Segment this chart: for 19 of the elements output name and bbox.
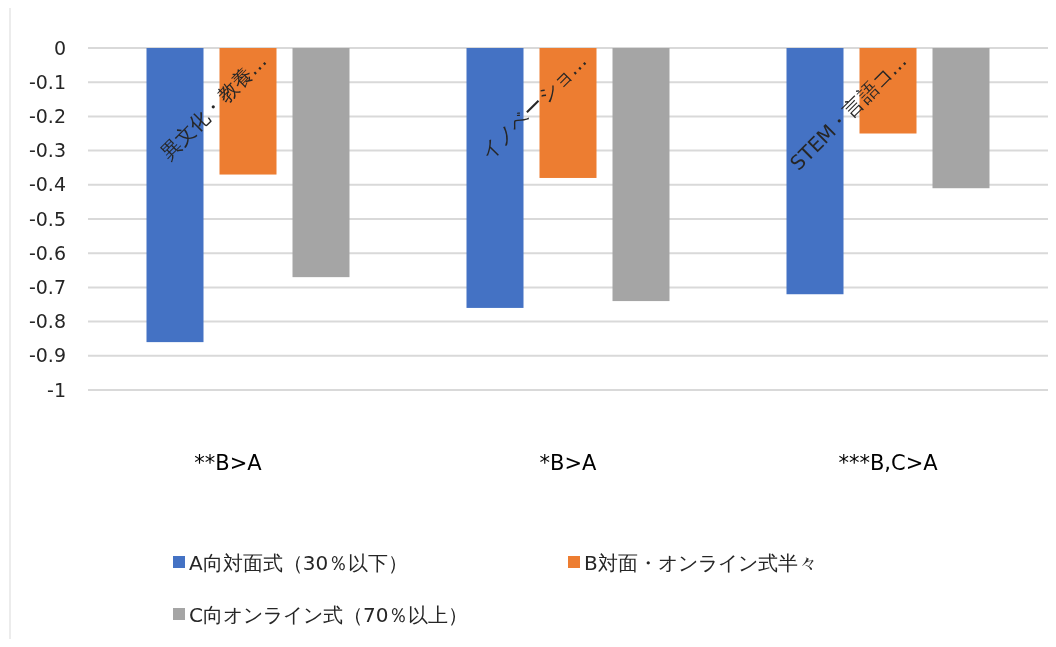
y-tick-label: -0.4 [28,173,66,196]
y-tick-label: -0.6 [28,241,66,264]
text: **B>A [194,451,263,475]
y-tick-label: -0.9 [28,344,66,367]
y-tick-label: -0.2 [28,105,66,128]
x-tick-label: イノベーショ… [475,48,592,165]
text: ***B,C>A [838,451,939,475]
text: *B>A [539,451,598,475]
legend-label: C向オンライン式（70％以上） [189,603,469,627]
y-tick-label: -0.1 [28,70,66,93]
y-tick-label: -0.5 [28,207,66,230]
legend-label: B対面・オンライン式半々 [584,551,818,575]
y-tick-label: 0 [53,36,66,59]
x-tick-label: 異文化・教養… [155,48,272,165]
y-tick-label: -0.8 [28,310,66,333]
y-tick-label: -0.7 [28,276,66,299]
y-tick-label: -1 [47,378,66,401]
y-tick-label: -0.3 [28,139,66,162]
legend-label: A向対面式（30％以下） [189,551,409,575]
